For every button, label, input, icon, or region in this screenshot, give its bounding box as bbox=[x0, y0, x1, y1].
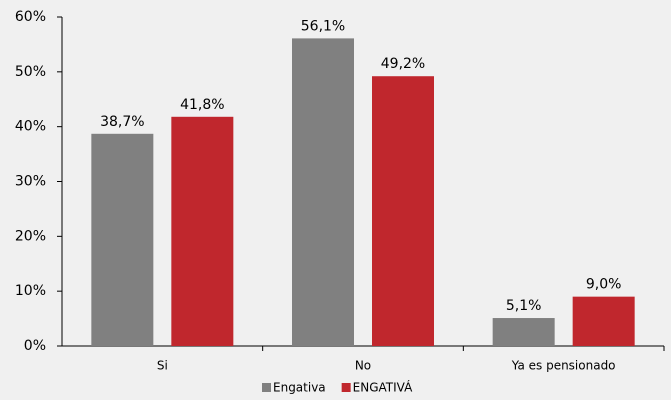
x-tick-label: Si bbox=[157, 359, 168, 373]
y-tick-label: 60% bbox=[15, 9, 46, 25]
bar bbox=[292, 38, 354, 346]
legend-label: Engativa bbox=[273, 381, 326, 395]
bar bbox=[572, 296, 635, 346]
value-label: 49,2% bbox=[381, 56, 425, 72]
y-tick-label: 30% bbox=[15, 174, 46, 190]
value-label: 5,1% bbox=[506, 298, 542, 314]
bar bbox=[171, 116, 234, 347]
bar bbox=[492, 318, 555, 346]
x-tick-label: Ya es pensionado bbox=[511, 359, 616, 373]
y-tick-label: 0% bbox=[24, 338, 46, 354]
value-label: 41,8% bbox=[180, 97, 224, 113]
legend-swatch bbox=[262, 383, 271, 392]
y-tick-label: 40% bbox=[15, 119, 46, 135]
legend-label: ENGATIVÁ bbox=[353, 380, 413, 395]
y-tick-label: 20% bbox=[15, 228, 46, 244]
y-tick-label: 50% bbox=[15, 64, 46, 80]
y-tick-label: 10% bbox=[15, 283, 46, 299]
legend-swatch bbox=[341, 383, 351, 392]
bar bbox=[372, 76, 434, 346]
value-label: 56,1% bbox=[301, 18, 345, 34]
value-label: 9,0% bbox=[586, 277, 622, 293]
value-label: 38,7% bbox=[100, 114, 144, 130]
bar bbox=[91, 133, 154, 346]
x-tick-label: No bbox=[355, 359, 371, 373]
